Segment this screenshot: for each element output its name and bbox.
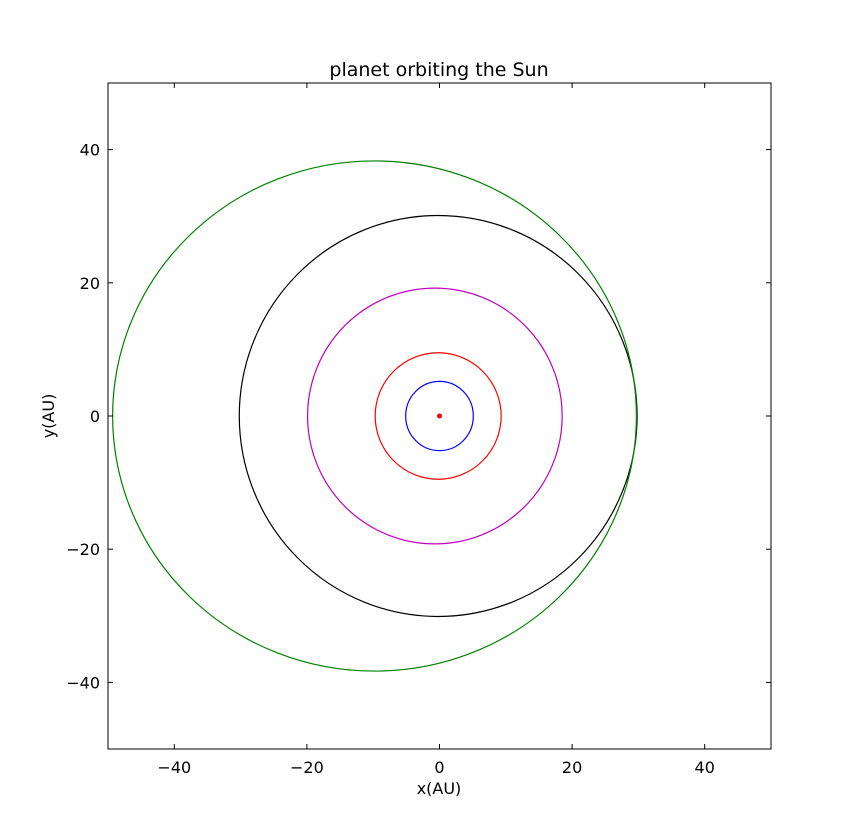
x-tick-label: −20 <box>290 758 324 777</box>
orbit-line-2 <box>374 352 502 480</box>
tick-layer: −40 −20 0 20 40 −40 −20 0 20 40 <box>66 83 771 777</box>
y-axis-label: y(AU) <box>39 394 58 439</box>
y-tick-label: −40 <box>66 673 100 692</box>
sun-marker <box>437 413 442 419</box>
orbit-line-4 <box>238 214 638 618</box>
y-tick-label: 20 <box>80 274 100 293</box>
x-tick-label: 40 <box>695 758 715 777</box>
orbit-line-3 <box>306 287 563 545</box>
orbit-line-1 <box>405 380 474 452</box>
x-axis-label: x(AU) <box>417 779 462 798</box>
chart-title: planet orbiting the Sun <box>329 59 548 81</box>
series-layer <box>112 160 638 672</box>
y-tick-label: 0 <box>90 407 100 426</box>
y-tick-label: −20 <box>66 540 100 559</box>
sun-layer <box>437 413 442 419</box>
x-tick-label: 20 <box>562 758 582 777</box>
y-tick-label: 40 <box>80 141 100 160</box>
x-tick-label: −40 <box>157 758 191 777</box>
orbit-line-5 <box>112 160 638 672</box>
x-tick-label: 0 <box>434 758 444 777</box>
